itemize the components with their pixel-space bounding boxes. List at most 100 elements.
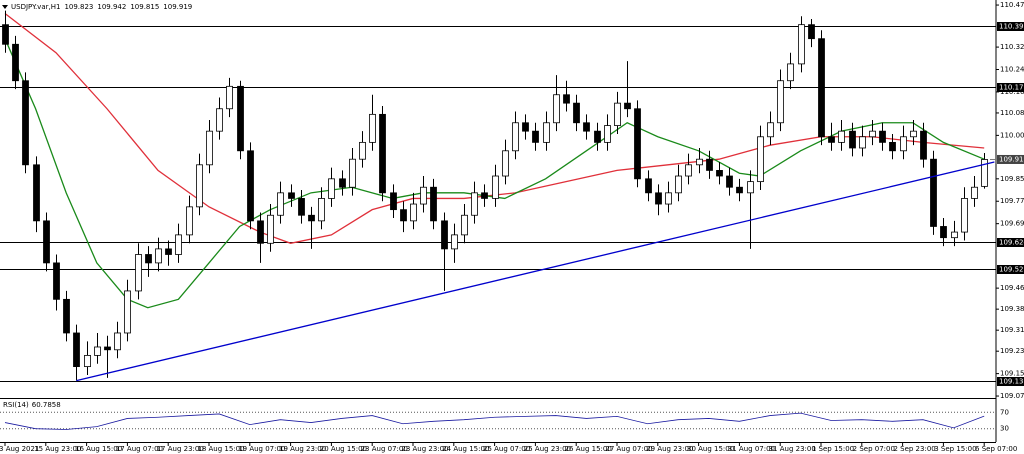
- candle-body: [237, 85, 244, 152]
- candle-body: [461, 214, 468, 236]
- y-tick-label: 109.850: [1000, 175, 1024, 183]
- y-tick-label: 109.310: [1000, 326, 1024, 334]
- candle-body: [706, 158, 713, 171]
- x-tick-label: 30 Aug 15:00: [687, 445, 734, 453]
- candle-body: [328, 178, 335, 199]
- candle-body: [859, 136, 866, 149]
- candle-body: [675, 175, 682, 194]
- candle-body: [940, 226, 947, 239]
- close-value: 109.919: [163, 3, 192, 11]
- y-tick-label: 109.460: [1000, 284, 1024, 292]
- candle-body: [481, 192, 488, 199]
- candle-body: [451, 234, 458, 250]
- rsi-title: RSI(14): [3, 401, 29, 409]
- chart-header: USDJPY.var,H1 109.823 109.942 109.815 109.91…: [11, 3, 192, 11]
- candle-body: [288, 192, 295, 199]
- candle-body: [257, 220, 264, 244]
- candle-body: [808, 24, 815, 40]
- x-tick-label: 13 Aug 2021: [0, 445, 39, 453]
- candle-body: [145, 254, 152, 264]
- candle-body: [573, 102, 580, 124]
- x-tick-label: 29 Aug 23:00: [646, 445, 693, 453]
- rsi-tick-label: 30: [1000, 425, 1009, 433]
- candle-body: [267, 214, 274, 244]
- rsi-header: RSI(14) 60.7858: [3, 401, 61, 409]
- candle-body: [33, 164, 40, 222]
- candle-body: [726, 175, 733, 188]
- chart-title: USDJPY.var,H1: [11, 3, 60, 11]
- candle-body: [206, 130, 213, 166]
- x-tick-label: 19 Aug 23:00: [279, 445, 326, 453]
- y-tick-label: 109.075: [1000, 392, 1024, 400]
- trendline: [76, 161, 995, 382]
- candle-body: [920, 130, 927, 160]
- y-tick-label: 110.240: [1000, 66, 1024, 74]
- candle-body: [379, 113, 386, 194]
- candle-body: [634, 108, 641, 180]
- x-tick-label: 2 Sep 23:00: [893, 445, 935, 453]
- y-tick-label: 109.155: [1000, 370, 1024, 378]
- candle-body: [165, 248, 172, 255]
- current-price-box: [997, 154, 1024, 164]
- level-label-box: [997, 377, 1024, 386]
- candle-body: [369, 113, 376, 143]
- candle-body: [543, 122, 550, 143]
- level-label: 109.527: [999, 266, 1024, 274]
- y-tick-label: 110.320: [1000, 43, 1024, 51]
- x-tick-label: 3 Sep 15:00: [934, 445, 976, 453]
- candle-body: [583, 122, 590, 132]
- candle-body: [777, 80, 784, 124]
- candle-body: [308, 214, 315, 222]
- level-label: 110.179: [999, 84, 1024, 92]
- candle-body: [186, 206, 193, 236]
- moving-average: [4, 38, 985, 309]
- candle-body: [400, 209, 407, 222]
- candle-body: [63, 298, 70, 334]
- candle-body: [971, 186, 978, 199]
- x-tick-label: 6 Sep 07:00: [975, 445, 1017, 453]
- candle-body: [196, 164, 203, 208]
- moving-average: [4, 12, 985, 244]
- candle-body: [22, 80, 29, 166]
- level-label: 109.130: [999, 378, 1024, 386]
- level-label-box: [997, 22, 1024, 31]
- candle-body: [563, 94, 570, 104]
- rsi-tick-label: 70: [1000, 408, 1009, 416]
- candle-body: [930, 158, 937, 227]
- candle-body: [359, 141, 366, 160]
- candle-body: [43, 220, 50, 264]
- level-label-box: [997, 238, 1024, 247]
- candle-body: [430, 186, 437, 222]
- candle-body: [624, 102, 631, 110]
- candle-body: [655, 192, 662, 205]
- x-tick-label: 23 Aug 23:00: [401, 445, 448, 453]
- y-tick-label: 109.235: [1000, 347, 1024, 355]
- candle-body: [696, 158, 703, 166]
- candle-body: [420, 186, 427, 205]
- x-tick-label: 18 Aug 15:00: [197, 445, 244, 453]
- candle-body: [594, 130, 601, 143]
- y-tick-label: 109.385: [1000, 305, 1024, 313]
- y-tick-label: 110.005: [1000, 131, 1024, 139]
- x-tick-label: 19 Aug 07:00: [238, 445, 285, 453]
- y-tick-label: 109.690: [1000, 220, 1024, 228]
- candle-body: [532, 130, 539, 143]
- candle-body: [910, 130, 917, 138]
- x-tick-label: 1 Sep 15:00: [812, 445, 854, 453]
- candle-body: [951, 231, 958, 239]
- candle-body: [849, 130, 856, 149]
- candle-body: [492, 175, 499, 199]
- candle-body: [114, 332, 121, 351]
- candle-body: [604, 125, 611, 143]
- candle-body: [889, 141, 896, 152]
- x-tick-label: 2 Sep 07:00: [853, 445, 895, 453]
- candle-body: [522, 122, 529, 132]
- x-tick-label: 26 Aug 15:00: [565, 445, 612, 453]
- candle-body: [471, 192, 478, 216]
- x-tick-label: 31 Aug 07:00: [728, 445, 775, 453]
- x-tick-label: 17 Aug 23:00: [157, 445, 204, 453]
- open-value: 109.823: [64, 3, 93, 11]
- candle-body: [879, 130, 886, 143]
- candle-body: [767, 122, 774, 138]
